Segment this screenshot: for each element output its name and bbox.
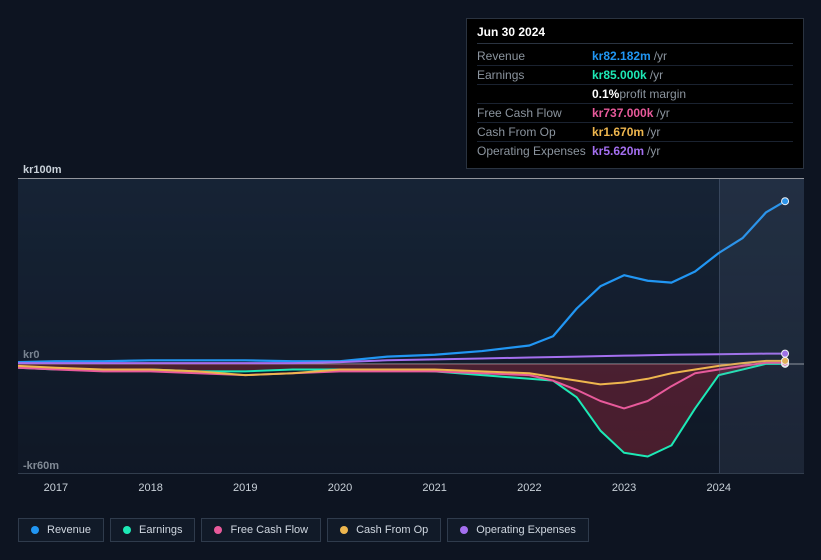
tooltip-row-unit: /yr [650,67,663,83]
tooltip-row-value: kr5.620m [592,143,647,159]
tooltip-row: Earningskr85.000k/yr [477,66,793,85]
tooltip-row-value: kr82.182m [592,48,654,64]
legend-dot-icon [31,526,39,534]
legend-item-cash-from-op[interactable]: Cash From Op [327,518,441,542]
tooltip-row: Cash From Opkr1.670m/yr [477,123,793,142]
tooltip-row-unit: /yr [647,143,660,159]
legend-item-operating-expenses[interactable]: Operating Expenses [447,518,589,542]
legend-dot-icon [340,526,348,534]
chart-plot-area[interactable] [18,178,804,474]
series-line-Revenue [18,201,785,362]
tooltip-extra-value: 0.1% [592,86,619,102]
tooltip-row: Free Cash Flowkr737.000k/yr [477,104,793,123]
financials-chart: kr100mkr0-kr60m 201720182019202020212022… [18,160,804,500]
tooltip-row-label: Free Cash Flow [477,105,592,121]
legend-item-earnings[interactable]: Earnings [110,518,195,542]
tooltip-row: Revenuekr82.182m/yr [477,47,793,66]
legend-dot-icon [123,526,131,534]
x-axis-label: 2018 [138,482,162,494]
tooltip-row-label: Cash From Op [477,124,592,140]
x-axis-label: 2017 [44,482,68,494]
x-axis-label: 2022 [517,482,541,494]
y-axis-label: kr100m [23,164,62,176]
legend-dot-icon [214,526,222,534]
x-axis-label: 2019 [233,482,257,494]
tooltip-row-value: kr737.000k [592,105,656,121]
tooltip-date: Jun 30 2024 [477,25,793,44]
legend-label: Free Cash Flow [230,524,308,536]
forecast-zone [719,179,804,473]
legend-label: Revenue [47,524,91,536]
tooltip-row-value: kr1.670m [592,124,647,140]
tooltip-row-unit: /yr [654,48,667,64]
chart-svg [18,179,804,475]
tooltip-extra-label: profit margin [619,86,686,102]
tooltip-row-label: Earnings [477,67,592,83]
x-axis-label: 2020 [328,482,352,494]
tooltip-row-unit: /yr [656,105,669,121]
tooltip-row-label: Operating Expenses [477,143,592,159]
tooltip-row: Operating Expenseskr5.620m/yr [477,142,793,160]
x-axis-label: 2024 [707,482,731,494]
legend-label: Operating Expenses [476,524,576,536]
series-fill-Earnings [18,364,785,457]
chart-legend: Revenue Earnings Free Cash Flow Cash From O… [18,518,589,542]
legend-label: Cash From Op [356,524,428,536]
x-axis-label: 2023 [612,482,636,494]
tooltip-row-unit: /yr [647,124,660,140]
chart-tooltip: Jun 30 2024 Revenuekr82.182m/yrEarningsk… [466,18,804,169]
x-axis: 2017 2018 2019 2020 2021 2022 2023 2024 [18,482,804,498]
tooltip-row-extra: 0.1% profit margin [477,85,793,104]
legend-item-revenue[interactable]: Revenue [18,518,104,542]
tooltip-row-label: Revenue [477,48,592,64]
legend-label: Earnings [139,524,182,536]
legend-dot-icon [460,526,468,534]
legend-item-free-cash-flow[interactable]: Free Cash Flow [201,518,321,542]
x-axis-label: 2021 [422,482,446,494]
tooltip-row-value: kr85.000k [592,67,650,83]
